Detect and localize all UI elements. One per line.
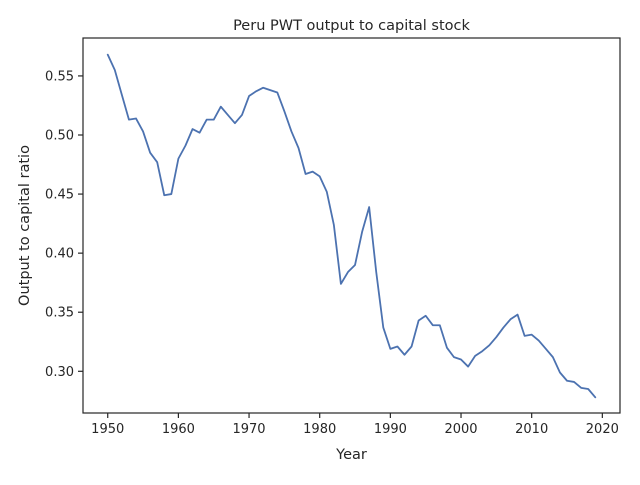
x-tick-label: 1980 <box>303 422 336 437</box>
x-tick-label: 2000 <box>444 422 477 437</box>
x-tick-label: 1960 <box>162 422 195 437</box>
y-tick-label: 0.30 <box>45 365 74 380</box>
x-tick-label: 1990 <box>374 422 407 437</box>
plot-area <box>106 53 597 399</box>
y-axis-label: Output to capital ratio <box>17 145 33 306</box>
y-tick-label: 0.50 <box>45 128 74 143</box>
x-tick-label: 1970 <box>232 422 265 437</box>
x-tick-label: 2010 <box>515 422 548 437</box>
x-axis: 1950 1960 1970 1980 1990 2000 2010 2020 <box>91 413 619 437</box>
plot-frame <box>82 37 621 414</box>
y-tick-label: 0.40 <box>45 247 74 262</box>
x-axis-label: Year <box>335 447 367 463</box>
y-tick-label: 0.35 <box>45 306 74 321</box>
x-tick-label: 2020 <box>586 422 619 437</box>
x-tick-label: 1950 <box>91 422 124 437</box>
y-axis: 0.30 0.35 0.40 0.45 0.50 0.55 <box>45 69 83 380</box>
chart-title: Peru PWT output to capital stock <box>233 18 470 34</box>
y-tick-label: 0.45 <box>45 188 74 203</box>
y-tick-label: 0.55 <box>45 69 74 84</box>
series-line-0 <box>106 53 597 399</box>
